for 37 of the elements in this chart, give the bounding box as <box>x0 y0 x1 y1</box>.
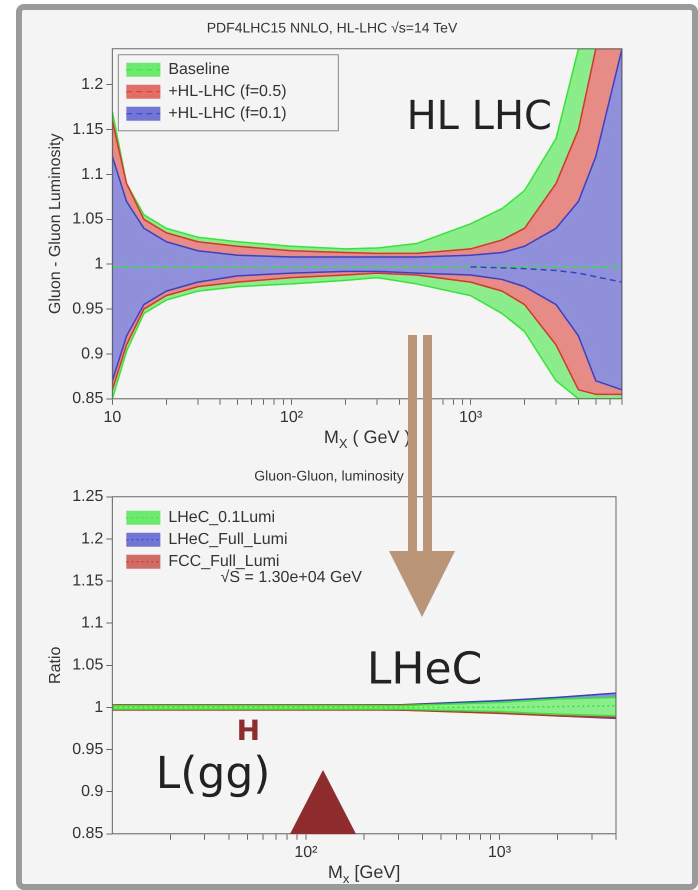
y-tick-label: 1 <box>94 256 104 273</box>
y-tick-label: 1.2 <box>81 530 104 548</box>
chart-title: PDF4LHC15 NNLO, HL-LHC √s=14 TeV <box>206 19 458 36</box>
legend-label: Baseline <box>168 61 230 78</box>
annotation: HL LHC <box>406 93 552 140</box>
y-tick-label: 1.05 <box>72 210 104 228</box>
y-tick-label: 0.95 <box>72 740 104 758</box>
legend-label: LHeC_Full_Lumi <box>168 531 288 548</box>
annotation: LHeC <box>366 643 482 694</box>
x-tick-label: 10³ <box>459 408 483 426</box>
y-tick-label: 0.9 <box>81 783 104 800</box>
y-tick-label: 1.2 <box>81 76 104 94</box>
y-axis-title: Gluon - Gluon Luminosity <box>47 134 64 314</box>
y-tick-label: 1.1 <box>81 614 104 632</box>
legend-label: LHeC_0.1Lumi <box>168 509 276 526</box>
annotation: √S = 1.30e+04 GeV <box>220 569 362 586</box>
annotation: H <box>236 714 260 747</box>
y-tick-label: 1.25 <box>72 488 104 506</box>
legend-label: +HL-LHC (f=0.5) <box>168 83 287 100</box>
y-tick-label: 1 <box>94 698 104 716</box>
y-tick-label: 1.05 <box>72 656 104 674</box>
y-tick-label: 1.15 <box>72 120 104 138</box>
x-tick-label: 10² <box>280 408 304 426</box>
annotation: L(gg) <box>156 748 270 799</box>
x-tick-label: 10³ <box>488 844 512 861</box>
y-tick-label: 0.85 <box>72 390 104 408</box>
y-tick-label: 0.85 <box>72 825 104 842</box>
y-tick-label: 1.15 <box>72 572 104 590</box>
legend-label: +HL-LHC (f=0.1) <box>168 105 287 122</box>
y-axis-title: Ratio <box>47 646 64 684</box>
chart-title: Gluon-Gluon, luminosity <box>254 467 404 484</box>
y-tick-label: 1.1 <box>81 166 104 183</box>
legend-label: FCC_Full_Lumi <box>168 553 280 570</box>
y-tick-label: 0.95 <box>72 300 104 318</box>
x-tick-label: 10 <box>103 408 122 426</box>
y-tick-label: 0.9 <box>81 345 104 362</box>
x-tick-label: 10² <box>294 844 318 861</box>
